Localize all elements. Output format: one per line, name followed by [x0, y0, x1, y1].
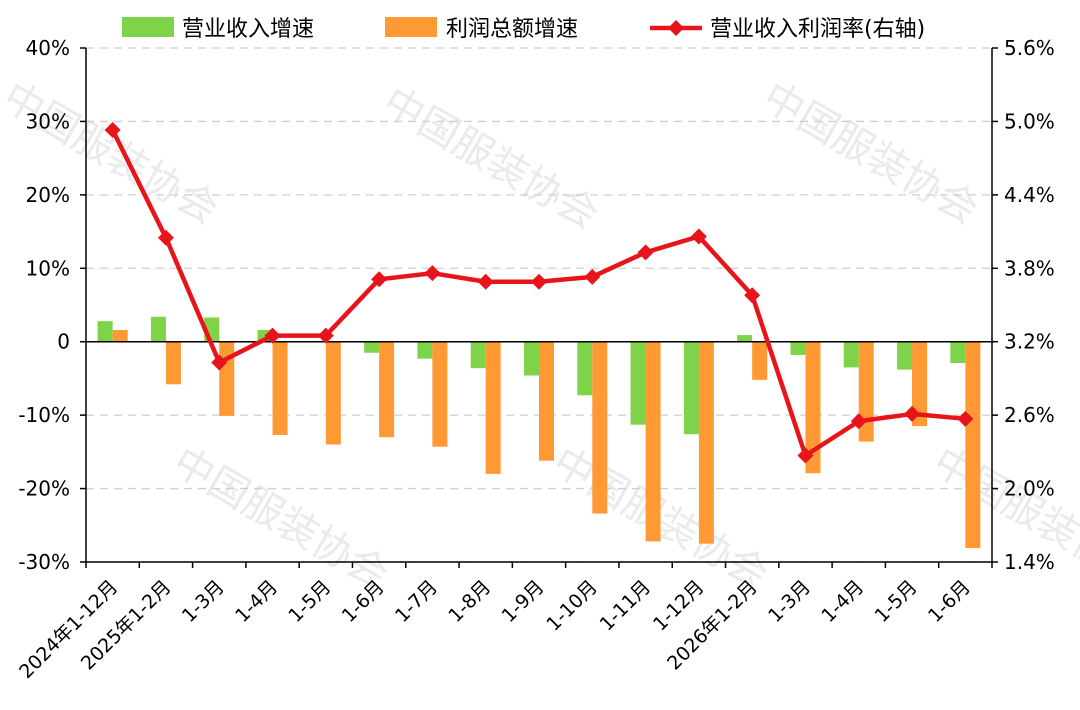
x-category-label: 1-5月 — [871, 576, 922, 627]
axes — [80, 47, 998, 568]
y-axis-left-ticks: 40% 30% 20% 10% 0 -10% -20% -30% — [18, 36, 70, 574]
bar-profit-growth — [858, 341, 874, 442]
x-category-label: 1-4月 — [817, 576, 868, 627]
y-left-tick-label: 20% — [26, 183, 70, 207]
profit-margin-point — [424, 265, 441, 282]
bar-revenue-growth — [683, 341, 699, 435]
x-category-label: 1-10月 — [542, 576, 601, 635]
legend-label-revenue-growth: 营业收入增速 — [182, 17, 314, 42]
bar-revenue-growth — [737, 335, 753, 342]
profit-margin-point — [904, 405, 921, 422]
y-left-tick-label: -10% — [18, 403, 70, 427]
profit-margin-point — [157, 229, 174, 246]
y-left-tick-label: 0 — [57, 330, 70, 354]
x-category-label: 1-11月 — [596, 576, 655, 635]
bar-profit-growth — [645, 341, 661, 542]
bar-revenue-growth — [150, 316, 166, 342]
legend-label-profit-margin: 营业收入利润率(右轴) — [710, 17, 925, 42]
bar-revenue-growth — [364, 341, 380, 353]
bar-profit-growth — [912, 341, 928, 427]
bar-profit-growth — [485, 341, 501, 474]
bar-profit-growth — [539, 341, 554, 461]
y-right-tick-label: 1.4% — [1004, 550, 1055, 574]
profit-margin-point — [744, 287, 761, 304]
profit-margin-point — [264, 327, 281, 344]
profit-margin-point — [797, 447, 814, 464]
bar-profit-growth — [272, 341, 288, 435]
bar-revenue-growth — [950, 341, 966, 364]
y-left-tick-label: 30% — [26, 109, 70, 133]
profit-margin-point — [850, 413, 867, 430]
bar-series — [97, 316, 981, 549]
bar-profit-growth — [325, 341, 341, 445]
profit-margin-point — [211, 354, 228, 371]
x-category-label: 1-8月 — [444, 576, 495, 627]
x-category-label: 1-7月 — [391, 576, 442, 627]
profit-margin-point — [104, 121, 121, 138]
profit-margin-point — [957, 410, 974, 427]
profit-margin-point — [477, 273, 494, 290]
bar-profit-growth — [592, 341, 608, 514]
x-category-label: 1-5月 — [284, 576, 335, 627]
y-right-tick-label: 4.4% — [1004, 183, 1055, 207]
bar-revenue-growth — [417, 341, 433, 359]
legend-swatch-revenue-growth — [122, 17, 174, 37]
x-category-label: 1-3月 — [178, 576, 229, 627]
watermark-text: 中国服装协会 — [165, 439, 396, 599]
profit-margin-point — [371, 271, 388, 288]
profit-margin-point — [637, 244, 654, 261]
profit-margin-point — [317, 327, 334, 344]
x-category-label: 1-6月 — [924, 576, 975, 627]
y-right-tick-label: 3.8% — [1004, 256, 1055, 280]
bar-profit-growth — [112, 329, 128, 342]
y-left-tick-label: 10% — [26, 256, 70, 280]
profit-margin-point — [584, 268, 601, 285]
bar-revenue-growth — [97, 321, 113, 342]
bar-revenue-growth — [630, 341, 646, 425]
bar-profit-growth — [698, 341, 714, 544]
bar-profit-growth — [752, 341, 768, 380]
y-right-tick-label: 5.0% — [1004, 109, 1055, 133]
bar-profit-growth — [805, 341, 821, 474]
bar-profit-growth — [379, 341, 395, 438]
profit-margin-point — [531, 273, 547, 290]
legend: 营业收入增速 利润总额增速 营业收入利润率(右轴) — [122, 17, 925, 42]
y-right-tick-label: 2.6% — [1004, 403, 1055, 427]
bar-revenue-growth — [897, 341, 913, 370]
y-left-tick-label: -20% — [18, 477, 70, 501]
bar-revenue-growth — [790, 341, 806, 355]
legend-label-profit-growth: 利润总额增速 — [446, 17, 578, 42]
line-series — [104, 121, 974, 464]
watermark-text: 中国服装协会 — [375, 79, 606, 239]
y-right-tick-label: 2.0% — [1004, 477, 1055, 501]
legend-marker-profit-margin — [668, 20, 684, 36]
bar-profit-growth — [432, 341, 448, 447]
bar-profit-growth — [165, 341, 181, 385]
x-category-label: 1-3月 — [764, 576, 815, 627]
bar-profit-growth — [219, 341, 235, 416]
bar-revenue-growth — [524, 341, 539, 376]
y-right-tick-label: 5.6% — [1004, 36, 1055, 60]
x-category-label: 1-9月 — [498, 576, 549, 627]
y-axis-right-ticks: 5.6% 5.0% 4.4% 3.8% 3.2% 2.6% 2.0% 1.4% — [1004, 36, 1055, 574]
profit-margin-point — [690, 228, 707, 245]
x-category-label: 1-4月 — [231, 576, 282, 627]
bar-revenue-growth — [470, 341, 486, 369]
bar-revenue-growth — [577, 341, 593, 396]
y-left-tick-label: -30% — [18, 550, 70, 574]
watermark-text: 中国服装协会 — [925, 439, 1080, 599]
watermark-text: 中国服装协会 — [755, 74, 986, 234]
y-left-tick-label: 40% — [26, 36, 70, 60]
bar-profit-growth — [965, 341, 981, 549]
legend-swatch-profit-growth — [385, 17, 437, 37]
watermark-text: 中国服装协会 — [0, 74, 226, 234]
bar-revenue-growth — [843, 341, 859, 368]
y-right-tick-label: 3.2% — [1004, 330, 1055, 354]
